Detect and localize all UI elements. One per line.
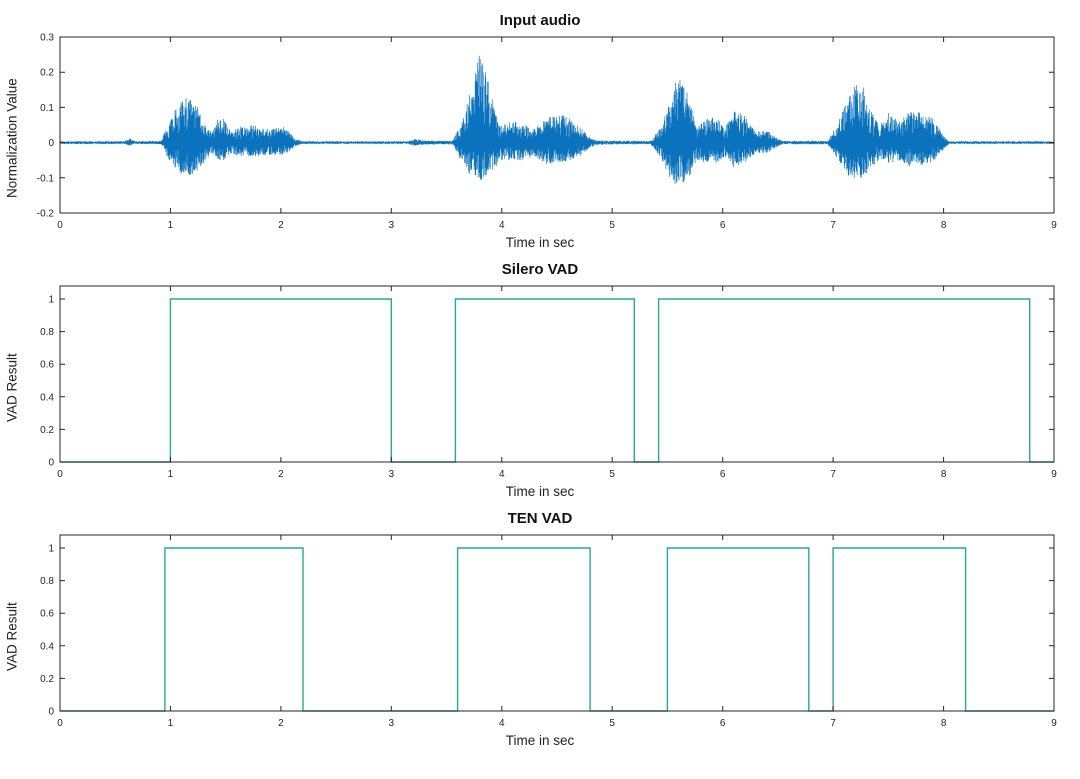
tick-marks bbox=[59, 36, 1055, 214]
x-tick-label: 1 bbox=[168, 718, 174, 729]
x-tick-label: 4 bbox=[499, 469, 505, 480]
x-tick-label: 6 bbox=[720, 220, 726, 231]
chart-panel-input-audio: Input audio Normalization Value 0 1 2 3 4 5 6 7… bbox=[0, 10, 1080, 255]
vad-step-path bbox=[60, 547, 1054, 712]
x-tick-label: 8 bbox=[941, 469, 947, 480]
y-axis-label-input-audio: Normalization Value bbox=[4, 78, 20, 199]
chart-panel-ten-vad: TEN VAD VAD Result 0 1 2 3 4 5 6 7 8 9 0 0.2 0.4 0.6 0… bbox=[0, 508, 1080, 753]
y-tick-label: 0.4 bbox=[40, 641, 54, 652]
x-tick-label: 9 bbox=[1051, 718, 1057, 729]
chart-title-input-audio: Input audio bbox=[499, 12, 581, 29]
x-tick-label: 7 bbox=[830, 718, 836, 729]
y-tick-label: 0.3 bbox=[40, 33, 54, 44]
y-tick-label: 0.8 bbox=[40, 576, 54, 587]
y-tick-label: 0 bbox=[48, 138, 54, 149]
x-axis-label-input-audio: Time in sec bbox=[505, 235, 575, 250]
axes-box bbox=[59, 36, 1055, 214]
x-tick-label: 6 bbox=[720, 718, 726, 729]
x-tick-label: 4 bbox=[499, 718, 505, 729]
axes-box bbox=[59, 285, 1055, 463]
y-tick-label: 0.8 bbox=[40, 327, 54, 338]
tick-marks bbox=[59, 286, 1055, 463]
x-tick-label: 0 bbox=[57, 718, 63, 729]
x-tick-label: 2 bbox=[278, 220, 284, 231]
x-tick-label: 5 bbox=[609, 718, 615, 729]
y-tick-label: 0 bbox=[48, 707, 54, 718]
y-tick-label: 0.4 bbox=[40, 392, 54, 403]
y-tick-label: -0.1 bbox=[37, 173, 55, 184]
y-axis-label-silero-vad: VAD Result bbox=[4, 353, 20, 422]
y-tick-label: 1 bbox=[48, 544, 54, 555]
x-tick-label: 8 bbox=[941, 718, 947, 729]
x-tick-label: 1 bbox=[168, 220, 174, 231]
vad-step-path bbox=[60, 298, 1054, 463]
y-tick-label: 0.6 bbox=[40, 609, 54, 620]
silero-vad-plot: 0 1 2 3 4 5 6 7 8 9 0 0.2 0.4 0.6 0.8 1 bbox=[40, 285, 1057, 480]
x-tick-label: 2 bbox=[278, 469, 284, 480]
input-audio-plot: 0 1 2 3 4 5 6 7 8 9 -0.2 -0.1 0 0.1 0.2 0.3 bbox=[37, 33, 1057, 232]
x-tick-label: 3 bbox=[389, 220, 395, 231]
y-tick-label: 0.6 bbox=[40, 360, 54, 371]
x-tick-label: 9 bbox=[1051, 220, 1057, 231]
y-tick-label: 0 bbox=[48, 458, 54, 469]
y-tick-label: 0.2 bbox=[40, 425, 54, 436]
figure: Input audio Normalization Value 0 1 2 3 4 5 6 7… bbox=[0, 10, 1080, 753]
x-tick-label: 1 bbox=[168, 469, 174, 480]
x-tick-label: 6 bbox=[720, 469, 726, 480]
x-tick-label: 3 bbox=[389, 469, 395, 480]
x-tick-label: 3 bbox=[389, 718, 395, 729]
waveform-path bbox=[59, 55, 1055, 184]
x-tick-label: 5 bbox=[609, 469, 615, 480]
tick-marks bbox=[59, 535, 1055, 712]
chart-title-silero-vad: Silero VAD bbox=[501, 261, 579, 278]
x-axis-label-silero-vad: Time in sec bbox=[505, 484, 575, 499]
x-tick-label: 0 bbox=[57, 469, 63, 480]
x-tick-label: 7 bbox=[830, 220, 836, 231]
x-tick-label: 8 bbox=[941, 220, 947, 231]
y-axis-label-ten-vad: VAD Result bbox=[4, 602, 20, 671]
y-tick-label: 0.1 bbox=[40, 103, 54, 114]
y-tick-label: 0.2 bbox=[40, 68, 54, 79]
x-tick-label: 0 bbox=[57, 220, 63, 231]
x-tick-label: 2 bbox=[278, 718, 284, 729]
chart-panel-silero-vad: Silero VAD VAD Result 0 1 2 3 4 5 6 7 8 9 0 0.2 0.4 0… bbox=[0, 259, 1080, 504]
y-tick-label: 0.2 bbox=[40, 674, 54, 685]
x-tick-label: 4 bbox=[499, 220, 505, 231]
axes-box bbox=[59, 534, 1055, 712]
x-tick-label: 9 bbox=[1051, 469, 1057, 480]
y-tick-label: -0.2 bbox=[37, 209, 55, 220]
y-tick-label: 1 bbox=[48, 295, 54, 306]
x-tick-label: 5 bbox=[609, 220, 615, 231]
ten-vad-plot: 0 1 2 3 4 5 6 7 8 9 0 0.2 0.4 0.6 0.8 1 bbox=[40, 534, 1057, 729]
x-axis-label-ten-vad: Time in sec bbox=[505, 733, 575, 748]
x-tick-label: 7 bbox=[830, 469, 836, 480]
chart-title-ten-vad: TEN VAD bbox=[507, 510, 573, 527]
